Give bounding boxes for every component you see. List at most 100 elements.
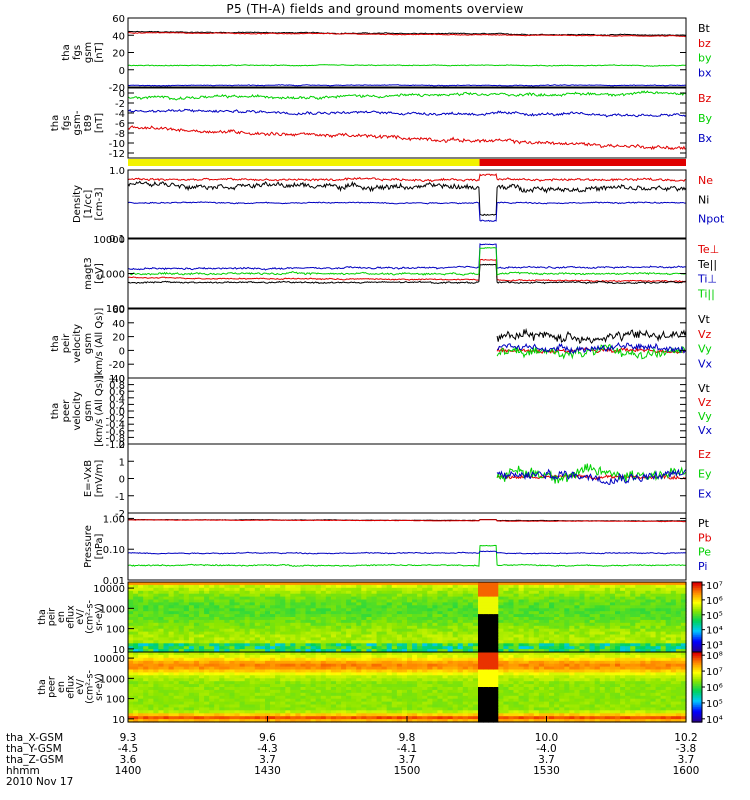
spectrogram-cell [346, 684, 352, 688]
spectrogram-cell [665, 582, 672, 586]
spectrogram-cell [219, 701, 225, 706]
spectrogram-cell [604, 649, 611, 653]
spectrogram-cell [153, 584, 160, 589]
spectrogram-cell [432, 649, 439, 653]
spectrogram-cell [376, 654, 383, 659]
spectrogram-cell [574, 643, 581, 647]
spectrogram-cell [239, 602, 246, 606]
spectrogram-cell [371, 713, 378, 717]
spectrogram-cell [315, 672, 322, 676]
spectrogram-cell [549, 713, 555, 717]
spectrogram-cell [462, 695, 469, 700]
spectrogram-cell [300, 631, 307, 636]
spectrogram-cell [330, 628, 337, 633]
spectrogram-cell [442, 640, 449, 644]
spectrogram-cell [244, 625, 251, 630]
spectrogram-cell [508, 614, 515, 618]
spectrogram-cell [452, 666, 459, 671]
spectrogram-cell [300, 602, 307, 606]
y-tick-label: 10000 [93, 584, 125, 595]
spectrogram-cell [462, 631, 469, 636]
spectrogram-cell [396, 707, 403, 711]
spectrogram-cell [361, 657, 367, 662]
series-line-Ti⊥ [128, 243, 686, 271]
spectrogram-cell [310, 605, 317, 609]
spectrogram-cell [158, 619, 165, 624]
spectrogram-cell [427, 675, 433, 679]
spectrogram-cell [244, 646, 251, 650]
spectrogram-cell [320, 692, 327, 697]
spectrogram-cell [381, 687, 388, 691]
spectrogram-cell [163, 649, 170, 653]
spectrogram-cell [351, 628, 357, 633]
spectrogram-cell [376, 608, 383, 612]
spectrogram-cell [513, 582, 520, 586]
spectrogram-cell [290, 646, 296, 650]
spectrogram-cell [188, 704, 195, 708]
spectrogram-cell [148, 640, 154, 644]
spectrogram-cell [599, 646, 606, 650]
spectrogram-cell [158, 617, 165, 621]
spectrogram-cell [630, 582, 636, 586]
spectrogram-cell [290, 631, 296, 636]
spectrogram-cell [442, 695, 449, 700]
spectrogram-cell [437, 666, 444, 671]
spectrogram-cell [188, 678, 195, 682]
spectrogram-cell [569, 625, 575, 630]
spectrogram-cell [336, 669, 342, 673]
spectrogram-cell [442, 614, 449, 618]
spectrogram-cell [518, 590, 525, 595]
spectrogram-cell [133, 707, 139, 711]
spectrogram-cell [178, 617, 185, 621]
spectrogram-cell [442, 704, 449, 708]
spectrogram-cell [680, 593, 687, 598]
spectrogram-cell [351, 625, 357, 630]
spectrogram-cell [219, 672, 225, 676]
spectrogram-cell [158, 654, 165, 659]
spectrogram-cell [290, 614, 296, 618]
spectrogram-cell [518, 652, 525, 656]
spectrogram-cell [386, 590, 393, 595]
spectrogram-cell [391, 593, 398, 598]
spectrogram-cell [503, 707, 510, 711]
spectrogram-cell [675, 584, 682, 589]
spectrogram-cell [244, 672, 251, 676]
spectrogram-cell [412, 637, 418, 641]
spectrogram-cell [229, 657, 236, 662]
spectrogram-cell [401, 710, 408, 714]
spectrogram-cell [462, 681, 469, 685]
spectrogram-cell [670, 614, 677, 618]
spectrogram-cell [270, 622, 276, 627]
spectrogram-cell [356, 643, 362, 647]
spectrogram-cell [417, 634, 423, 638]
spectrogram-cell [143, 707, 149, 711]
spectrogram-cell [133, 704, 139, 708]
spectrogram-cell [224, 587, 231, 592]
spectrogram-cell [193, 687, 200, 691]
spectrogram-cell [518, 640, 525, 644]
colorbar-tick-label: 10³ [706, 641, 723, 652]
spectrogram-cell [351, 596, 357, 601]
spectrogram-cell [584, 631, 591, 636]
spectrogram-cell [478, 611, 484, 615]
spectrogram-cell [376, 657, 383, 662]
spectrogram-cell [199, 716, 205, 720]
spectrogram-cell [498, 654, 504, 659]
spectrogram-cell [427, 637, 433, 641]
spectrogram-cell [219, 646, 225, 650]
spectrogram-cell [579, 643, 586, 647]
spectrogram-cell [234, 692, 241, 697]
spectrogram-cell [193, 654, 200, 659]
spectrogram-cell [320, 593, 327, 598]
spectrogram-cell [336, 710, 342, 714]
spectrogram-cell [498, 652, 504, 656]
spectrogram-cell [173, 681, 180, 685]
spectrogram-cell [675, 617, 682, 621]
spectrogram-cell [295, 596, 302, 601]
spectrogram-cell [447, 637, 454, 641]
spectrogram-cell [193, 681, 200, 685]
spectrogram-cell [244, 640, 251, 644]
spectrogram-cell [290, 628, 296, 633]
spectrogram-cell [442, 590, 449, 595]
